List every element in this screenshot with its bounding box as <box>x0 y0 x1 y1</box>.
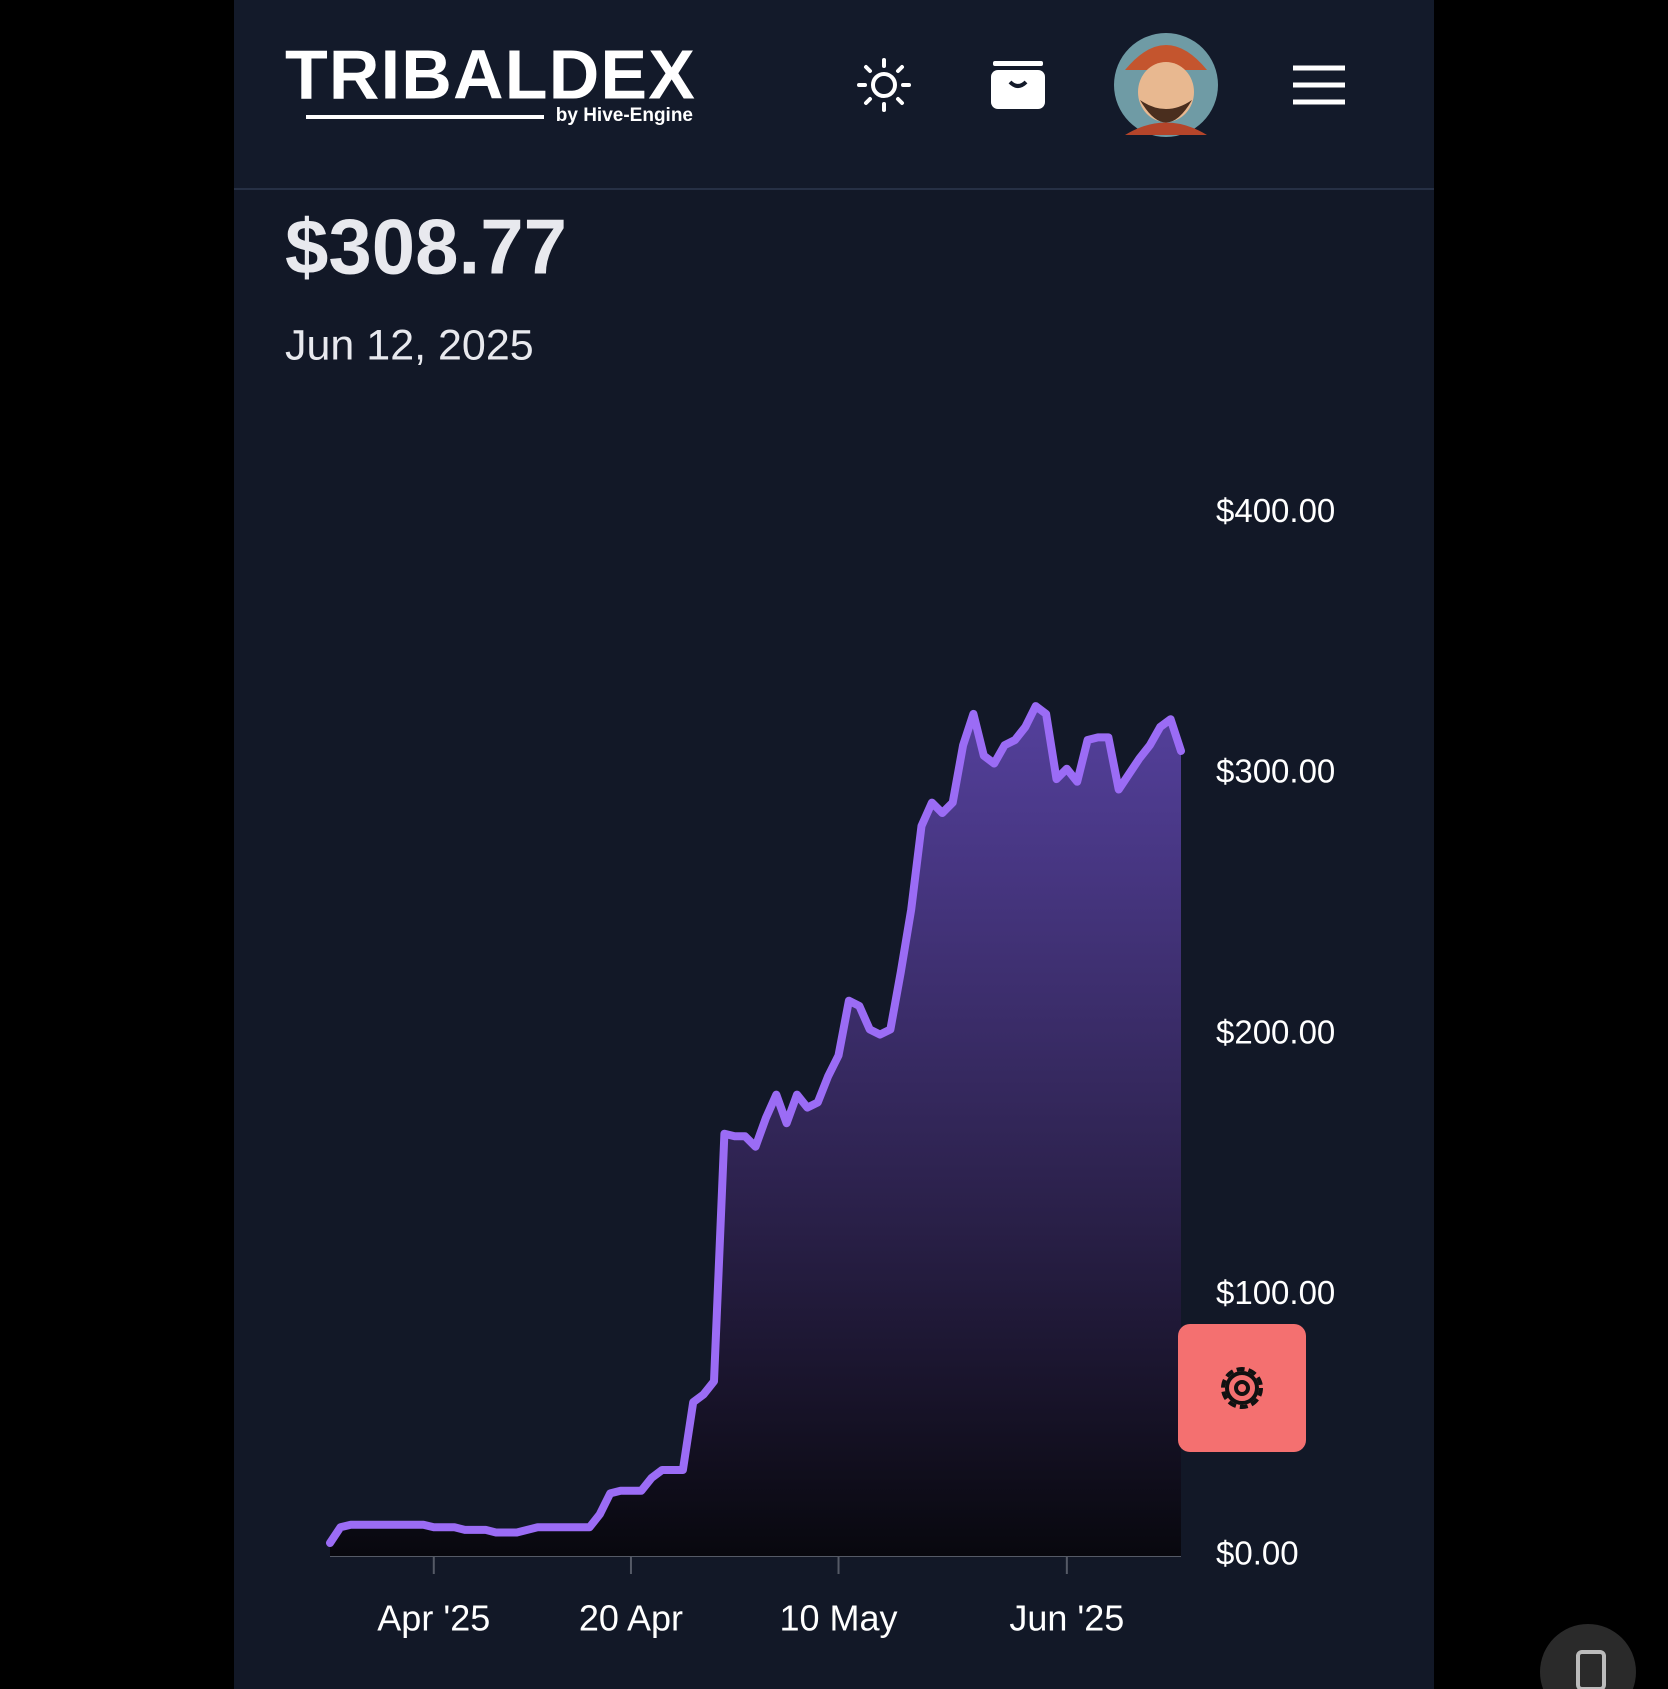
logo-sub: by Hive-Engine <box>556 105 693 126</box>
x-tick-label: 10 May <box>779 1598 897 1639</box>
logo[interactable]: TRIBALDEX <box>285 35 695 113</box>
y-tick-label: $0.00 <box>1216 1535 1299 1572</box>
x-tick-label: Apr '25 <box>377 1598 490 1639</box>
menu-button[interactable] <box>1293 65 1345 105</box>
rotate-button[interactable] <box>1540 1624 1636 1689</box>
price-line <box>326 702 1185 1547</box>
settings-button[interactable] <box>1178 1324 1306 1452</box>
y-tick-label: $200.00 <box>1216 1013 1335 1050</box>
price: $308.77 <box>285 203 567 291</box>
theme-toggle[interactable] <box>857 58 911 112</box>
area <box>330 706 1181 1556</box>
wallet-button[interactable] <box>991 61 1045 109</box>
y-tick-label: $300.00 <box>1216 753 1335 790</box>
header <box>234 0 1434 188</box>
x-tick-label: Jun '25 <box>1009 1598 1124 1639</box>
date: Jun 12, 2025 <box>285 321 534 369</box>
y-tick-label: $400.00 <box>1216 492 1335 529</box>
avatar[interactable] <box>1114 33 1218 137</box>
x-tick-label: 20 Apr <box>579 1598 683 1639</box>
chart: $0.00 $100.00 $200.00 $300.00 $400.00 Apr '25… <box>326 492 1335 1639</box>
y-tick-label: $100.00 <box>1216 1274 1335 1311</box>
